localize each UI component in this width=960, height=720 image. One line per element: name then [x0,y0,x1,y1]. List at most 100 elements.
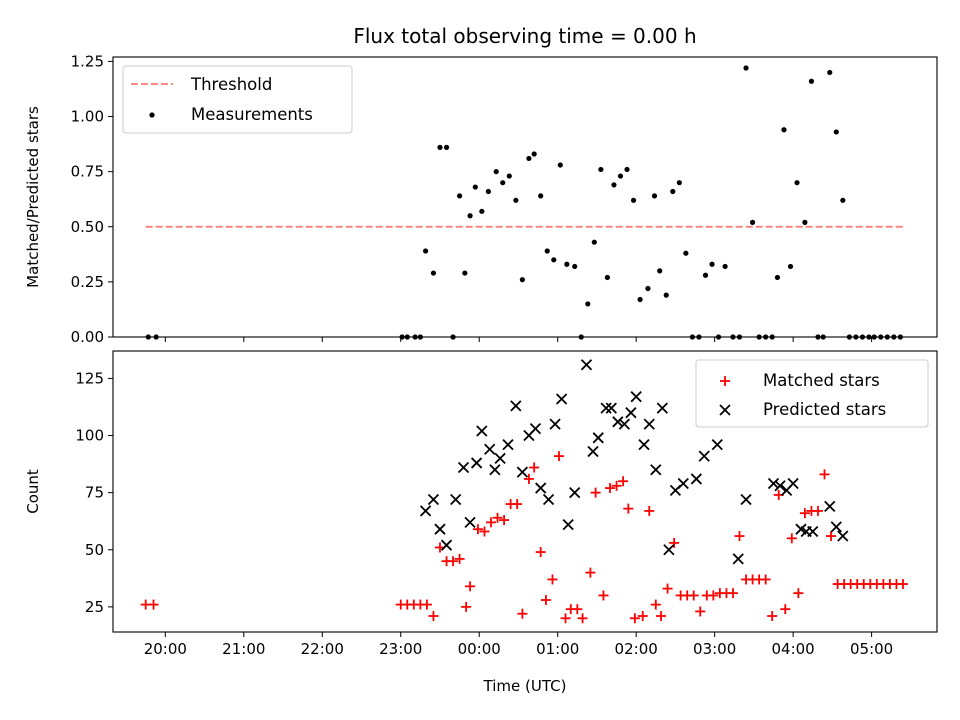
predicted-star-point [605,402,617,414]
predicted-star-point [807,525,819,538]
top-ytick-label: 1.00 [71,108,104,126]
predicted-star-point-b [440,539,453,551]
predicted-star-point [732,553,744,565]
measurement-point [802,219,808,225]
measurement-point [787,263,794,270]
measurement-point [624,166,630,173]
matched-star-point [708,590,719,601]
predicted-star-point-b [434,523,446,535]
matched-star-point [448,556,459,567]
measurement-point [437,144,443,150]
legend-matched-label: Matched stars [763,371,880,390]
predicted-star-point [774,480,786,492]
predicted-star-point-b [638,439,650,451]
matched-star-point [540,595,551,606]
predicted-star-point [740,493,752,506]
matched-star-point [734,531,745,542]
bottom-xtick-label: 20:00 [144,640,187,658]
measurement-point [531,151,537,157]
predicted-star-point [698,450,710,462]
matched-star-point [760,574,771,585]
matched-star-point [727,588,738,599]
predicted-star-point [476,425,488,437]
predicted-star-point [663,544,675,556]
predicted-star-point-b [484,443,496,455]
measurement-point [443,144,450,150]
predicted-star-point-b [464,516,476,528]
matched-star-point [535,547,546,558]
matched-star-point [650,599,661,610]
matched-star-point [554,451,565,462]
matched-star-point [644,505,655,516]
matched-star-point [598,590,609,601]
predicted-star-point-b [663,544,675,556]
measurement-point [743,65,749,71]
top-axes-frame [112,56,938,338]
measurement-point [683,250,689,256]
predicted-star-point-b [580,359,593,371]
measurement-point [840,197,846,203]
bottom-panel: 25 50 75 100 125 Count 20:00 21:00 22:00 23:00 00:… [24,350,938,695]
bottom-ytick-label: 50 [85,541,104,559]
bottom-xtick-label: 05:00 [850,640,893,658]
matched-star-point [780,604,791,615]
predicted-star-point-b [494,452,506,465]
top-ytick-label: 0.75 [71,163,104,181]
measurement-point [794,180,800,186]
legend-threshold-label: Threshold [190,75,272,94]
predicted-star-point-b [618,418,631,430]
predicted-star-point [494,452,506,465]
predicted-star-point-b [476,425,488,437]
predicted-star-point [824,500,836,512]
legend-predicted-swatch [719,404,731,416]
predicted-star-point [592,432,604,444]
measurement-point [670,188,676,195]
measurement-point [645,285,651,292]
predicted-star-point-b [625,407,637,419]
measurement-point [833,129,839,135]
matched-star-point [499,515,510,526]
predicted-star-point-b [740,493,752,506]
matched-star-point [547,574,558,585]
matched-star-point [605,483,616,494]
bottom-ytick-label: 25 [85,598,104,616]
predicted-star-point-b [656,402,668,414]
top-panel: Flux total observing time = 0.00 h 0.00 0.… [24,24,938,346]
matched-star-point [472,524,483,535]
bottom-xtick-label: 04:00 [772,640,815,658]
predicted-star-point [529,423,542,435]
measurement-point [538,193,544,199]
predicted-star-point-b [630,391,642,403]
matched-star-point [767,611,778,622]
predicted-star-point-b [690,473,702,485]
predicted-star-point [555,393,568,405]
predicted-star-point [625,407,637,419]
matched-star-point [637,611,648,622]
matched-star-point [492,512,503,523]
predicted-star-point [516,466,529,478]
matched-star-point [669,537,680,548]
measurement-point [485,188,491,195]
predicted-star-point-b [489,464,501,476]
top-legend: Threshold Measurements [122,65,353,134]
matched-star-point [523,473,534,484]
matched-star-point [517,608,528,619]
measurement-point [493,169,499,175]
bottom-xtick-label: 23:00 [379,640,422,658]
measurement-point [513,197,519,203]
predicted-star-point [767,477,780,490]
measurement-point [422,248,429,254]
predicted-star-point-b [650,464,662,476]
predicted-star-point-b [427,493,440,506]
bottom-legend: Matched stars Predicted stars [695,359,929,428]
bottom-xtick-label: 01:00 [536,640,579,658]
matched-star-point [585,567,596,578]
measurement-point [572,263,578,270]
predicted-star-point [569,487,581,499]
measurement-point [467,213,473,219]
predicted-star-point-b [837,530,849,542]
predicted-star-point-b [587,445,599,458]
matched-star-point [826,531,837,542]
top-legend-box [122,65,353,134]
bottom-ytick-label: 75 [85,484,104,502]
